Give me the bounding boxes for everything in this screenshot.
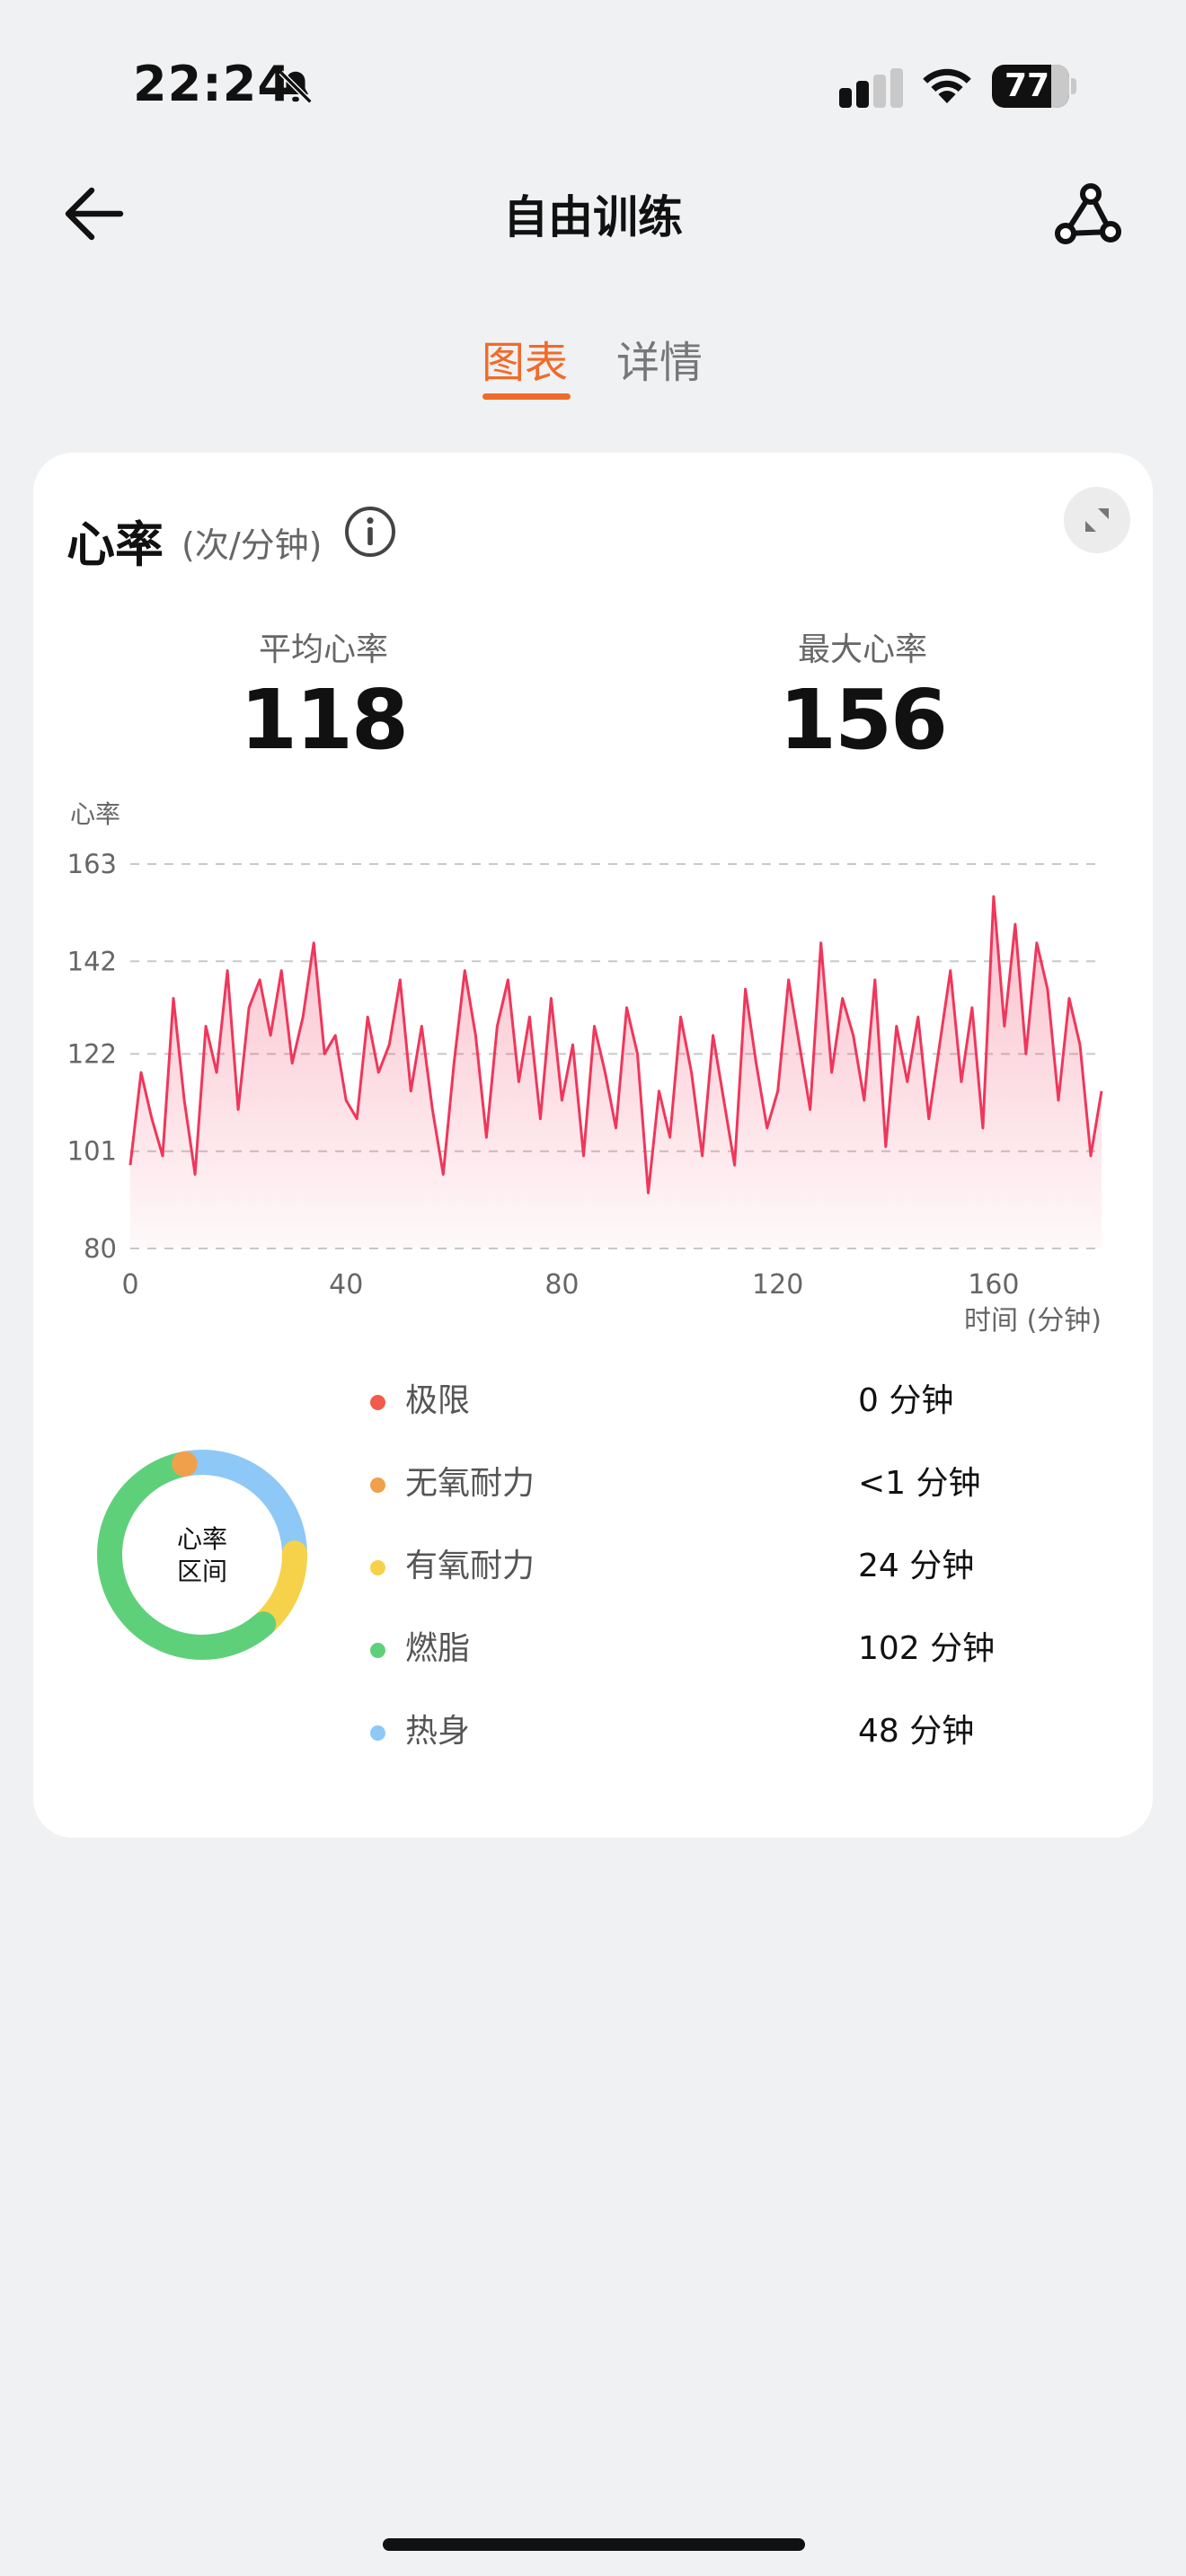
heart-rate-area (130, 896, 1102, 1248)
max-hr-value: 156 (778, 672, 948, 768)
bell-muted-icon (279, 70, 313, 104)
status-time: 22:24 (133, 56, 292, 112)
zone-color-dot (370, 1725, 385, 1741)
card-unit: (次/分钟) (181, 525, 323, 565)
page-title: 自由训练 (503, 191, 683, 243)
cellular-signal-icon (839, 68, 903, 108)
donut-center-line2: 区间 (176, 1557, 227, 1586)
heart-rate-chart[interactable]: 心率 163 142 122 101 80 0 40 80 120 160 时间 (分钟) (0, 790, 1186, 1347)
donut-segment (96, 1450, 307, 1660)
card-title: 心率 (66, 516, 164, 573)
zone-donut-chart (96, 1450, 307, 1660)
avg-hr-label: 平均心率 (258, 631, 388, 668)
y-tick-label: 142 (67, 946, 117, 976)
zone-name: 极限 (405, 1382, 471, 1419)
x-tick-label: 0 (121, 1269, 138, 1301)
active-tab-indicator (482, 393, 571, 400)
x-axis-label: 时间 (分钟) (964, 1305, 1102, 1337)
zone-name: 有氧耐力 (405, 1548, 535, 1584)
heart-rate-line (128, 895, 1103, 1195)
y-tick-label: 80 (84, 1233, 117, 1264)
y-axis-label: 心率 (70, 799, 120, 829)
donut-segment (97, 1450, 307, 1660)
battery-level: 77 (1004, 67, 1050, 104)
y-tick-label: 101 (67, 1136, 117, 1167)
y-tick-label: 122 (67, 1038, 117, 1069)
expand-button[interactable] (1064, 487, 1130, 553)
max-hr-label: 最大心率 (797, 631, 927, 668)
tab-details[interactable]: 详情 (616, 338, 704, 388)
x-tick-label: 120 (752, 1269, 803, 1301)
wifi-icon (923, 68, 971, 103)
zone-duration: <1 分钟 (858, 1465, 981, 1502)
zone-color-dot (370, 1478, 385, 1493)
zone-duration: 24 分钟 (858, 1548, 975, 1584)
info-icon[interactable] (343, 505, 397, 559)
expand-icon (1085, 508, 1109, 532)
x-tick-label: 80 (544, 1269, 579, 1301)
zone-duration: 0 分钟 (858, 1382, 954, 1419)
tab-chart[interactable]: 图表 (482, 338, 569, 388)
battery-icon: 77 (992, 65, 1076, 108)
donut-center-line1: 心率 (176, 1524, 227, 1554)
zone-name: 燃脂 (405, 1630, 471, 1667)
donut-center-label: 心率 区间 (135, 1523, 270, 1588)
route-share-icon[interactable] (1051, 180, 1123, 248)
donut-segment (97, 1450, 307, 1660)
zone-color-dot (370, 1643, 385, 1658)
x-tick-label: 160 (968, 1269, 1019, 1301)
zone-name: 无氧耐力 (405, 1465, 535, 1502)
x-tick-label: 40 (329, 1269, 363, 1301)
zone-duration: 102 分钟 (858, 1630, 996, 1667)
back-arrow-icon[interactable] (59, 180, 131, 248)
zone-color-dot (370, 1395, 385, 1410)
zone-name: 热身 (405, 1713, 471, 1750)
avg-hr-value: 118 (239, 672, 409, 768)
home-indicator[interactable] (383, 2538, 805, 2551)
zone-color-dot (370, 1560, 385, 1575)
y-tick-label: 163 (67, 849, 117, 879)
zone-duration: 48 分钟 (858, 1713, 975, 1750)
